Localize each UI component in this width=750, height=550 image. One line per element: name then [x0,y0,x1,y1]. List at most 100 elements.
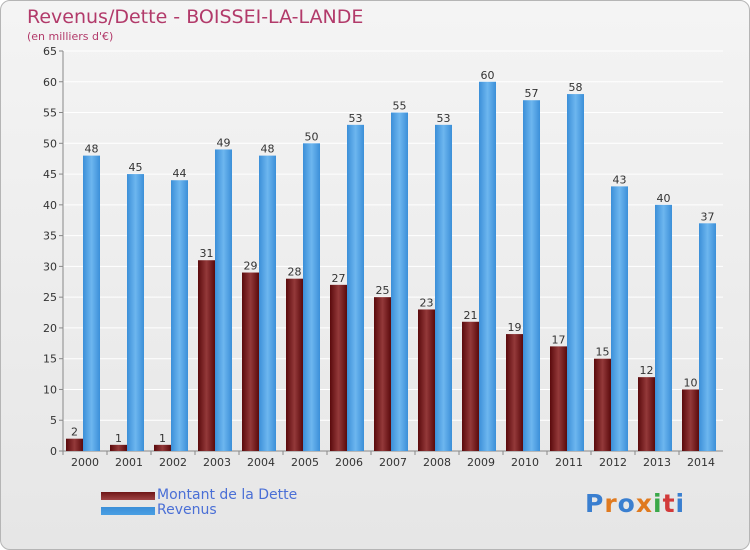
x-tick-label: 2004 [247,456,275,469]
data-label-dette: 25 [376,284,390,297]
data-label-revenus: 44 [173,167,187,180]
y-tick-label: 55 [43,107,57,120]
data-label-dette: 1 [115,432,122,445]
legend-swatch-dette [101,492,155,500]
y-tick-label: 0 [50,445,57,458]
bar-dette [506,334,523,451]
bar-dette [594,358,611,451]
bar-revenus [215,149,232,451]
bar-dette [682,389,699,451]
x-tick-label: 2012 [599,456,627,469]
x-tick-label: 2001 [115,456,143,469]
data-label-revenus: 53 [349,112,363,125]
data-label-dette: 10 [684,376,698,389]
data-label-dette: 15 [596,346,610,359]
x-tick-label: 2006 [335,456,363,469]
bar-dette [110,444,127,451]
data-label-revenus: 48 [85,143,99,156]
data-label-revenus: 57 [525,87,539,100]
bar-revenus [171,180,188,451]
data-label-revenus: 45 [129,161,143,174]
x-tick-label: 2000 [71,456,99,469]
data-label-dette: 31 [200,247,214,260]
data-label-revenus: 43 [613,173,627,186]
data-label-dette: 28 [288,266,302,279]
data-label-dette: 2 [71,426,78,439]
x-tick-label: 2003 [203,456,231,469]
y-tick-label: 20 [43,322,57,335]
bar-revenus [347,124,364,451]
bar-dette [462,321,479,451]
data-label-dette: 27 [332,272,346,285]
bar-revenus [83,155,100,451]
data-label-revenus: 55 [393,100,407,113]
data-labels: 2 48 1 45 1 44 31 49 29 48 28 50 27 53 25 55 23 53 21 60 19 5… [71,69,715,445]
proxiti-logo: Proxiti [585,489,686,518]
x-tick-label: 2010 [511,456,539,469]
y-tick-label: 25 [43,291,57,304]
data-label-dette: 21 [464,309,478,322]
y-tick-label: 50 [43,137,57,150]
data-label-revenus: 48 [261,143,275,156]
x-tick-label: 2005 [291,456,319,469]
bar-dette [286,278,303,451]
data-label-dette: 17 [552,333,566,346]
y-tick-label: 60 [43,76,57,89]
data-label-revenus: 37 [701,210,715,223]
bar-dette [418,309,435,451]
chart-title: Revenus/Dette - BOISSEI-LA-LANDE [27,6,364,28]
x-tick-label: 2008 [423,456,451,469]
bar-dette [242,272,259,451]
bar-revenus [391,112,408,452]
bar-revenus [523,100,540,451]
legend-swatch-revenus [101,507,155,515]
data-label-revenus: 49 [217,136,231,149]
x-tick-label: 2014 [687,456,715,469]
y-tick-label: 15 [43,353,57,366]
y-tick-label: 5 [50,414,57,427]
y-tick-label: 30 [43,260,57,273]
x-tick-label: 2013 [643,456,671,469]
x-tick-label: 2007 [379,456,407,469]
y-tick-label: 45 [43,168,57,181]
bar-dette [374,297,391,451]
y-tick-label: 10 [43,383,57,396]
bar-revenus [655,204,672,451]
bar-dette [330,284,347,451]
data-label-revenus: 60 [481,69,495,82]
y-tick-label: 40 [43,199,57,212]
data-label-dette: 29 [244,260,258,273]
chart-subtitle: (en milliers d'€) [27,30,114,43]
data-label-dette: 19 [508,321,522,334]
bar-revenus [435,124,452,451]
data-label-revenus: 40 [657,192,671,205]
bar-dette [198,260,215,451]
bar-revenus [699,223,716,451]
bar-revenus [303,143,320,452]
data-label-dette: 12 [640,364,654,377]
bar-dette [66,438,83,451]
bar-revenus [611,186,628,451]
data-label-revenus: 50 [305,130,319,143]
bar-dette [638,377,655,451]
bar-revenus [127,174,144,452]
bars [66,81,716,452]
x-tick-label: 2009 [467,456,495,469]
bar-revenus [259,155,276,451]
bar-dette [550,346,567,451]
y-tick-label: 65 [43,45,57,58]
data-label-revenus: 58 [569,81,583,94]
bar-revenus [567,94,584,452]
data-label-revenus: 53 [437,112,451,125]
bar-dette [154,444,171,451]
y-tick-label: 35 [43,230,57,243]
legend-label-revenus: Revenus [157,502,217,518]
data-label-dette: 23 [420,296,434,309]
legend-label-dette: Montant de la Dette [157,487,298,503]
data-label-dette: 1 [159,432,166,445]
x-tick-label: 2002 [159,456,187,469]
x-tick-label: 2011 [555,456,583,469]
bar-revenus [479,81,496,452]
